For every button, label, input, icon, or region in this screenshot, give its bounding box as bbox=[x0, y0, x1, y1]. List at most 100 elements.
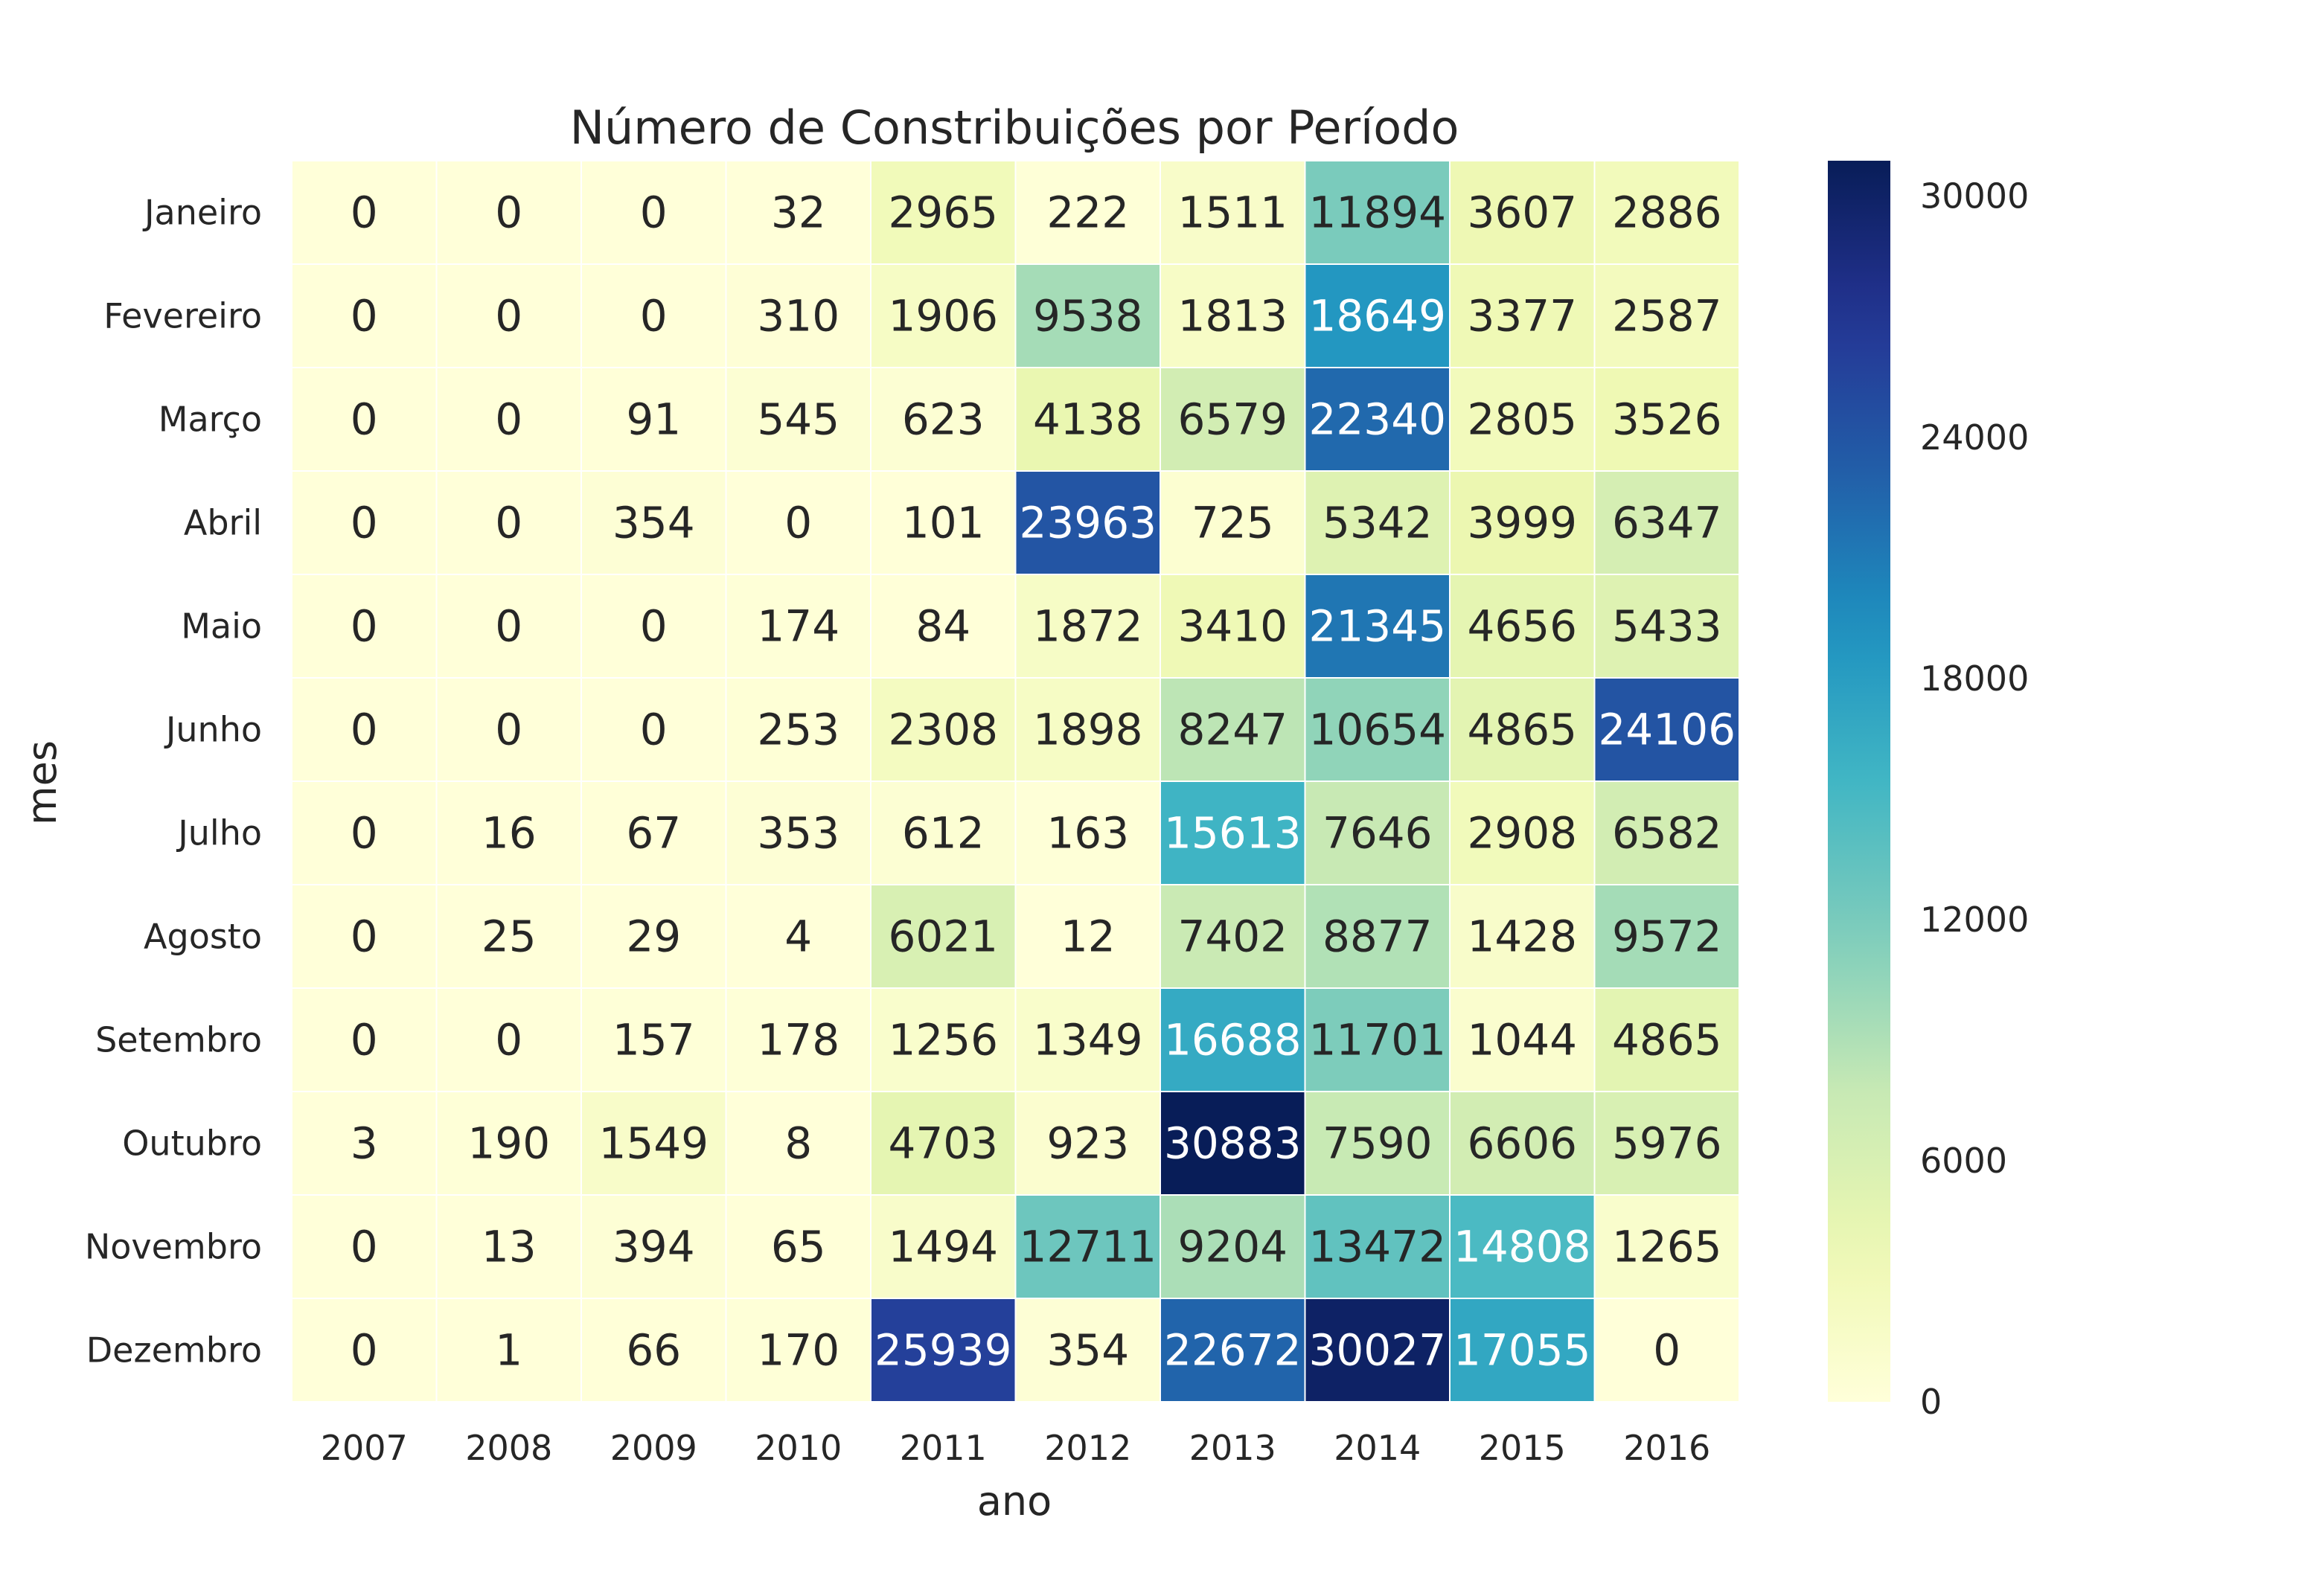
cell-value-label: 101 bbox=[902, 498, 985, 548]
heatmap-cell bbox=[1160, 263, 1306, 368]
heatmap-cell bbox=[1304, 1091, 1451, 1196]
y-tick-label: Outubro bbox=[122, 1124, 262, 1164]
cell-value-label: 2805 bbox=[1467, 394, 1577, 445]
cell-value-label: 9204 bbox=[1177, 1222, 1288, 1272]
cell-value-label: 67 bbox=[626, 808, 681, 859]
heatmap-cell bbox=[1160, 1298, 1306, 1403]
x-tick-label: 2013 bbox=[1189, 1428, 1276, 1468]
y-tick-label: Maio bbox=[181, 606, 262, 647]
cell-value-label: 21345 bbox=[1308, 601, 1446, 652]
x-tick-label: 2011 bbox=[900, 1428, 987, 1468]
heatmap-cell bbox=[1304, 987, 1451, 1092]
x-tick-label: 2009 bbox=[610, 1428, 697, 1468]
cell-value-label: 0 bbox=[640, 291, 668, 342]
heatmap-cell bbox=[1160, 574, 1306, 679]
cell-value-label: 7402 bbox=[1177, 911, 1288, 962]
heatmap-cell bbox=[1449, 574, 1596, 679]
cell-value-label: 3377 bbox=[1467, 291, 1577, 342]
cell-value-label: 32 bbox=[771, 188, 826, 238]
heatmap-cell bbox=[725, 160, 871, 265]
cell-value-label: 14808 bbox=[1453, 1222, 1591, 1272]
cell-value-label: 0 bbox=[351, 1325, 378, 1376]
cell-value-label: 1 bbox=[495, 1325, 522, 1376]
heatmap-cell bbox=[1593, 160, 1740, 265]
cell-value-label: 16 bbox=[482, 808, 537, 859]
cell-value-label: 0 bbox=[640, 705, 668, 755]
heatmap-cell bbox=[1014, 470, 1161, 575]
cell-value-label: 91 bbox=[626, 394, 681, 445]
heatmap-cell bbox=[1593, 1194, 1740, 1299]
y-tick-label: Dezembro bbox=[86, 1330, 262, 1371]
y-tick-label: Abril bbox=[184, 503, 262, 543]
cell-value-label: 0 bbox=[351, 808, 378, 859]
heatmap-cell bbox=[1160, 470, 1306, 575]
heatmap-cell bbox=[1014, 160, 1161, 265]
heatmap-cell bbox=[1449, 470, 1596, 575]
heatmap-cell bbox=[1014, 677, 1161, 782]
cell-value-label: 4865 bbox=[1612, 1015, 1722, 1065]
heatmap-cell bbox=[725, 884, 871, 989]
heatmap-cell bbox=[725, 1091, 871, 1196]
cell-value-label: 2965 bbox=[888, 188, 998, 238]
cell-value-label: 18649 bbox=[1308, 291, 1446, 342]
cell-value-label: 3526 bbox=[1612, 394, 1722, 445]
cell-value-label: 25939 bbox=[874, 1325, 1012, 1376]
cell-value-label: 0 bbox=[495, 498, 522, 548]
cell-value-label: 4865 bbox=[1467, 705, 1577, 755]
heatmap-cell bbox=[435, 1194, 582, 1299]
heatmap-cell bbox=[1449, 1091, 1596, 1196]
heatmap-cell bbox=[1449, 781, 1596, 885]
heatmap-cell bbox=[870, 160, 1017, 265]
heatmap-cell bbox=[1593, 1091, 1740, 1196]
cell-value-label: 6582 bbox=[1612, 808, 1722, 859]
heatmap-cell bbox=[870, 677, 1017, 782]
cell-value-label: 4703 bbox=[888, 1118, 998, 1169]
heatmap-cell bbox=[870, 470, 1017, 575]
cell-value-label: 3410 bbox=[1177, 601, 1288, 652]
cell-value-label: 190 bbox=[467, 1118, 550, 1169]
cell-value-label: 10654 bbox=[1308, 705, 1446, 755]
heatmap-cell bbox=[1593, 781, 1740, 885]
x-tick-label: 2014 bbox=[1334, 1428, 1421, 1468]
heatmap-cell bbox=[1449, 987, 1596, 1092]
heatmap-cell bbox=[1160, 781, 1306, 885]
cell-value-label: 1898 bbox=[1033, 705, 1143, 755]
heatmap-cell bbox=[435, 1091, 582, 1196]
heatmap-cells bbox=[291, 160, 1740, 1403]
heatmap-cell bbox=[1160, 367, 1306, 472]
y-axis-label: mes bbox=[19, 740, 65, 825]
heatmap-cell bbox=[580, 367, 727, 472]
y-tick-label: Janeiro bbox=[142, 193, 262, 233]
colorbar-tick-label: 12000 bbox=[1920, 900, 2029, 940]
cell-value-label: 6021 bbox=[888, 911, 998, 962]
heatmap-cell bbox=[870, 1298, 1017, 1403]
cell-value-label: 353 bbox=[757, 808, 839, 859]
cell-value-label: 0 bbox=[351, 1015, 378, 1065]
heatmap-cell bbox=[725, 987, 871, 1092]
heatmap-cell bbox=[1593, 367, 1740, 472]
cell-value-label: 222 bbox=[1046, 188, 1129, 238]
cell-value-label: 1813 bbox=[1177, 291, 1288, 342]
x-tick-label: 2008 bbox=[465, 1428, 552, 1468]
cell-value-label: 8877 bbox=[1322, 911, 1433, 962]
cell-value-label: 1349 bbox=[1033, 1015, 1143, 1065]
cell-value-label: 0 bbox=[495, 291, 522, 342]
heatmap-cell bbox=[870, 1194, 1017, 1299]
heatmap-cell bbox=[1160, 987, 1306, 1092]
heatmap-cell bbox=[870, 574, 1017, 679]
cell-value-label: 0 bbox=[1653, 1325, 1680, 1376]
cell-value-label: 2308 bbox=[888, 705, 998, 755]
heatmap-cell bbox=[1304, 470, 1451, 575]
cell-value-label: 623 bbox=[902, 394, 985, 445]
cell-value-label: 725 bbox=[1192, 498, 1274, 548]
y-tick-label: Fevereiro bbox=[103, 296, 262, 336]
y-tick-label: Novembro bbox=[85, 1227, 262, 1267]
heatmap-cell bbox=[1593, 884, 1740, 989]
cell-value-label: 174 bbox=[757, 601, 839, 652]
cell-value-label: 12 bbox=[1061, 911, 1116, 962]
cell-value-label: 354 bbox=[1046, 1325, 1129, 1376]
cell-value-label: 178 bbox=[757, 1015, 839, 1065]
heatmap-cell bbox=[1014, 1091, 1161, 1196]
x-tick-label: 2016 bbox=[1623, 1428, 1710, 1468]
cell-value-label: 0 bbox=[495, 1015, 522, 1065]
